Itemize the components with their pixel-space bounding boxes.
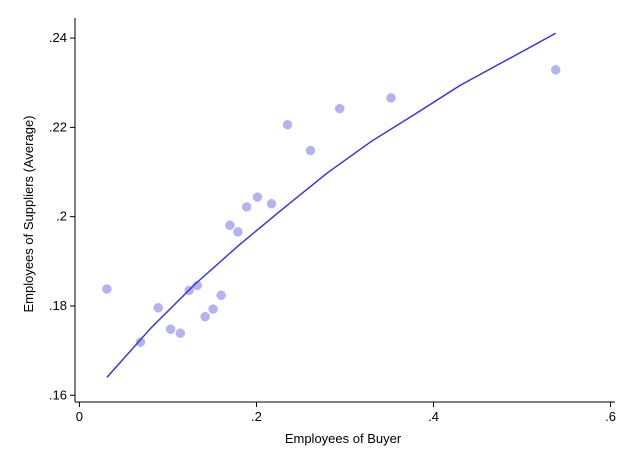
scatter-point bbox=[175, 328, 186, 338]
y-axis-ticks: .16 .18 .2 .22 .24 bbox=[49, 30, 75, 402]
x-tick-label: .2 bbox=[251, 409, 262, 424]
y-tick-label: .22 bbox=[49, 119, 67, 134]
y-tick-label: .24 bbox=[49, 30, 67, 45]
y-tick-label: .16 bbox=[49, 387, 67, 402]
x-tick-label: .6 bbox=[605, 409, 616, 424]
scatter-point bbox=[241, 202, 252, 212]
scatter-point bbox=[153, 303, 163, 313]
x-axis-title: Employees of Buyer bbox=[285, 431, 402, 446]
scatter-point bbox=[334, 103, 345, 114]
scatter-point bbox=[550, 65, 561, 75]
scatter-point bbox=[200, 311, 210, 322]
y-tick-label: .18 bbox=[49, 298, 67, 313]
scatter-point bbox=[266, 198, 277, 209]
scatter-point bbox=[102, 284, 112, 294]
plot-marks bbox=[102, 32, 561, 378]
scatter-point bbox=[135, 337, 146, 347]
scatter-point bbox=[233, 227, 243, 237]
fit-line bbox=[106, 32, 557, 378]
x-tick-label: .4 bbox=[428, 409, 439, 424]
y-axis-title: Employees of Suppliers (Average) bbox=[21, 115, 36, 312]
scatter-point bbox=[216, 290, 226, 301]
scatter-point bbox=[225, 220, 235, 230]
scatter-point bbox=[305, 145, 316, 156]
scatter-point bbox=[252, 192, 263, 202]
scatter-point bbox=[208, 304, 218, 314]
scatter-point bbox=[165, 324, 176, 334]
scatter-point bbox=[282, 119, 293, 130]
scatter-point bbox=[386, 93, 396, 103]
x-axis-ticks: 0 .2 .4 .6 bbox=[76, 402, 616, 424]
y-tick-label: .2 bbox=[56, 209, 67, 224]
x-tick-label: 0 bbox=[76, 409, 83, 424]
